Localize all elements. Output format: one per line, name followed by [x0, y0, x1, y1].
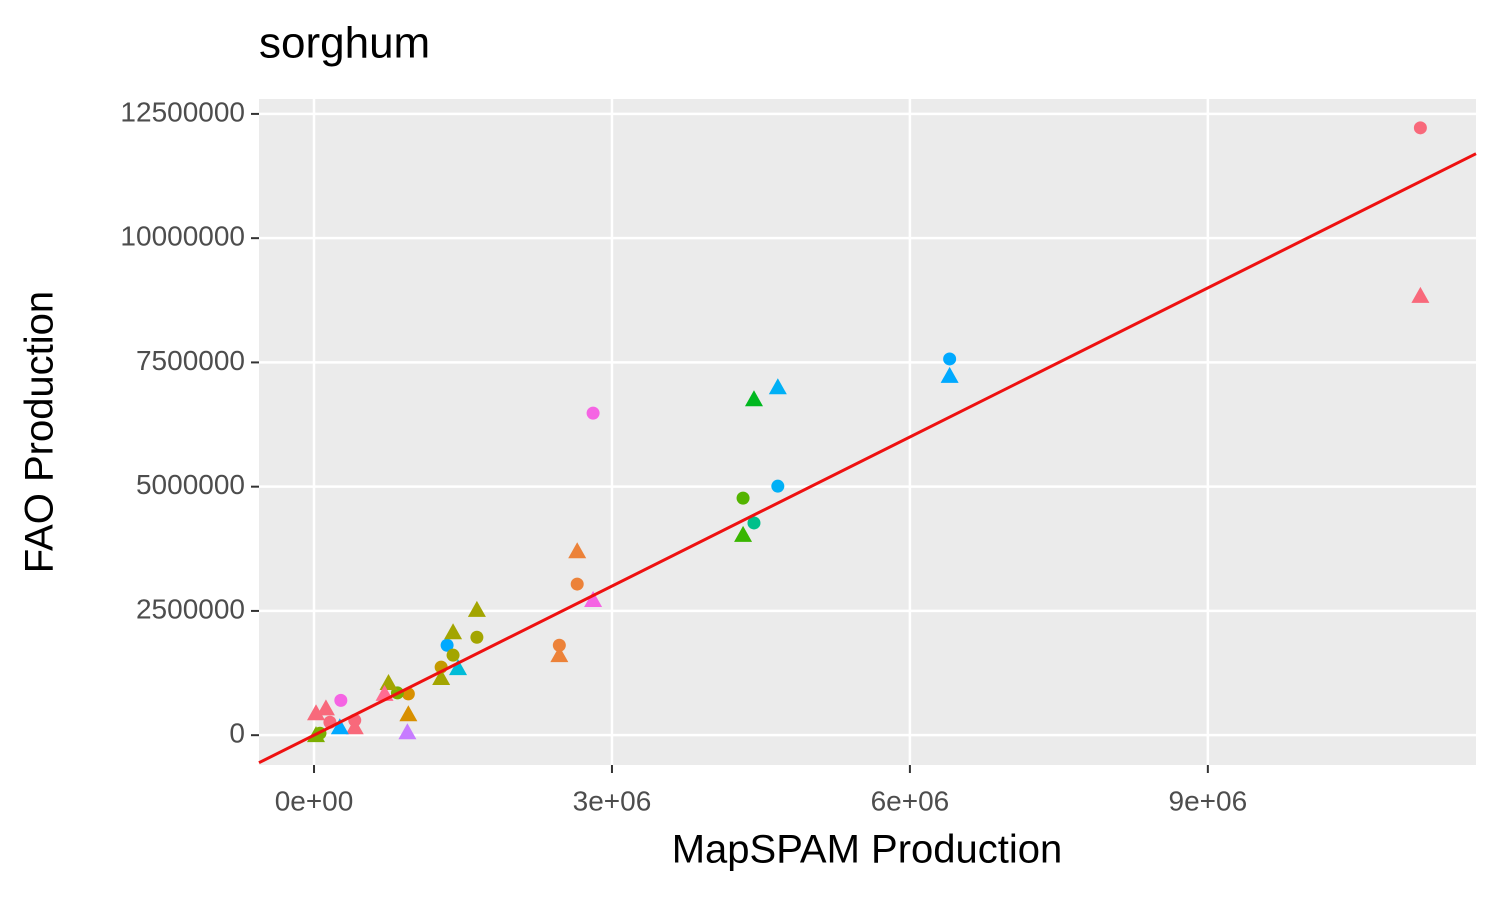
point	[330, 718, 349, 735]
x-tick-label: 0e+00	[275, 785, 354, 816]
point	[584, 590, 603, 607]
point	[768, 378, 787, 395]
point	[449, 659, 468, 676]
point	[399, 705, 418, 722]
x-tick-label: 3e+06	[573, 785, 652, 816]
point	[570, 577, 584, 591]
grid	[259, 99, 1476, 765]
point	[736, 491, 750, 505]
chart-title: sorghum	[259, 19, 430, 68]
panel	[259, 99, 1476, 765]
point	[398, 723, 417, 740]
point	[470, 630, 484, 644]
y-axis-title: FAO Production	[18, 291, 62, 573]
marks	[307, 121, 1430, 743]
point	[334, 693, 348, 707]
y-tick-label: 2500000	[136, 593, 245, 624]
point	[747, 516, 761, 530]
point	[444, 623, 463, 640]
point	[940, 366, 959, 383]
point	[440, 638, 454, 652]
point	[734, 525, 753, 542]
y-tick-label: 7500000	[136, 345, 245, 376]
point	[467, 600, 486, 617]
point	[550, 646, 569, 663]
x-axis-title: MapSPAM Production	[672, 828, 1063, 872]
reference-line	[258, 152, 1477, 765]
point	[432, 669, 451, 686]
x-tick-label: 9e+06	[1169, 785, 1248, 816]
y-tick-label: 5000000	[136, 469, 245, 500]
point	[316, 699, 335, 716]
point	[744, 390, 763, 407]
point	[345, 718, 364, 735]
point	[771, 479, 785, 493]
y-tick-label: 10000000	[120, 221, 245, 252]
point	[307, 704, 326, 721]
point	[1411, 286, 1430, 303]
point	[1413, 121, 1427, 135]
point	[552, 638, 566, 652]
x-tick-label: 6e+06	[871, 785, 950, 816]
y-tick-label: 12500000	[120, 96, 245, 127]
point	[943, 352, 957, 366]
point	[568, 542, 587, 559]
point	[586, 406, 600, 420]
point	[446, 648, 460, 662]
y-tick-label: 0	[229, 718, 245, 749]
